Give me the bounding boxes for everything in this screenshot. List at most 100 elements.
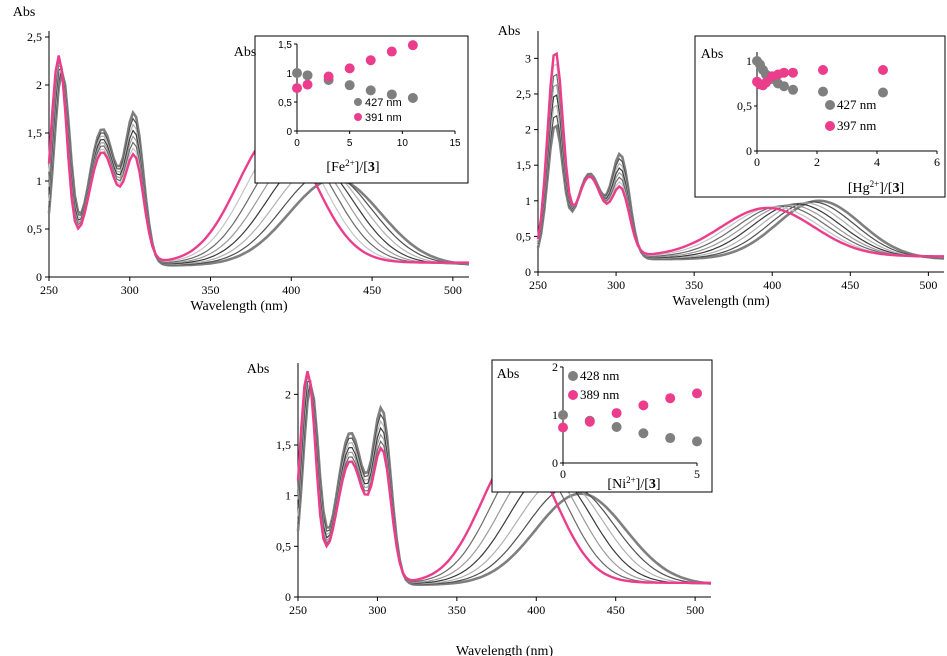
y-tick-label: 1 [285, 489, 291, 503]
legend-label: 427 nm [837, 97, 876, 112]
y-tick-label: 1,5 [27, 126, 42, 140]
inset-x-tick-label: 5 [694, 467, 700, 481]
y-tick-label: 0,5 [516, 229, 531, 243]
inset-point [788, 84, 798, 95]
inset-point [584, 416, 595, 427]
inset-point [779, 67, 789, 78]
inset-y-tick-label: 1 [552, 408, 558, 422]
legend-marker [354, 98, 362, 106]
inset-x-tick-label: 5 [347, 138, 353, 149]
x-tick-label: 400 [527, 603, 545, 617]
inset-x-axis-label: [Ni2+]/[3] [607, 475, 660, 492]
legend-marker [568, 390, 578, 400]
inset-point [638, 400, 649, 411]
x-tick-label: 300 [121, 283, 139, 297]
spectrum-line [536, 124, 945, 261]
y-tick-label: 1 [525, 194, 531, 208]
inset-point [292, 83, 302, 94]
inset-x-axis-label: [Hg2+]/[3] [848, 179, 904, 196]
x-tick-label: 350 [685, 278, 703, 292]
spectrum-line [537, 94, 945, 259]
inset-y-tick-label: 0 [552, 456, 558, 470]
inset-x-label-part: ] [375, 160, 380, 175]
inset-x-label-part: 2+ [870, 179, 880, 189]
inset-x-tick-label: 10 [397, 138, 409, 149]
y-tick-label: 2 [36, 78, 42, 92]
spectrum-line [537, 83, 944, 258]
inset-point [302, 70, 313, 81]
spectrum-line [48, 69, 470, 266]
inset-y-axis-label: Abs [234, 45, 257, 60]
x-tick-label: 350 [448, 603, 466, 617]
inset-x-tick-label: 15 [449, 138, 461, 149]
legend-label: 397 nm [837, 118, 876, 133]
y-axis-label: Abs [13, 5, 36, 20]
x-tick-label: 400 [282, 283, 300, 297]
y-tick-label: 2,5 [516, 87, 531, 101]
inset-point [665, 393, 676, 404]
y-tick-label: 2,5 [27, 30, 42, 44]
inset-x-label-part: ]/[ [355, 160, 369, 175]
inset-x-tick-label: 6 [934, 155, 940, 169]
y-axis-label: Abs [247, 362, 270, 377]
inset-point [611, 408, 622, 419]
inset-x-label-part: [Fe [326, 160, 345, 175]
y-tick-label: 0 [285, 590, 291, 604]
inset-point [611, 422, 622, 432]
spectrum-line [48, 66, 470, 265]
inset-x-label-part: 3 [892, 181, 899, 196]
y-tick-label: 0,5 [276, 539, 291, 553]
inset-point [558, 410, 568, 420]
y-tick-label: 1,5 [516, 158, 531, 172]
inset-x-tick-label: 0 [294, 138, 300, 149]
inset-frame [694, 35, 946, 198]
inset-point [292, 68, 302, 78]
x-tick-label: 500 [919, 278, 937, 292]
inset-point [692, 388, 702, 399]
inset-x-label-part: ]/[ [636, 477, 650, 492]
inset-x-label-part: ]/[ [879, 181, 893, 196]
inset-point [665, 433, 676, 444]
spectrum-line [48, 66, 469, 265]
inset-y-axis-label: Abs [701, 47, 724, 62]
inset-point [344, 63, 355, 74]
spectrum-line [47, 71, 470, 267]
inset-point [788, 67, 798, 78]
inset-point [761, 77, 771, 88]
inset-point [407, 40, 418, 51]
inset-x-label-part: ] [656, 477, 661, 492]
spectrum-line [48, 64, 469, 265]
spectrum-line [536, 51, 944, 258]
inset-point [323, 71, 334, 82]
inset-x-label-part: 3 [649, 477, 656, 492]
spectrum-line [537, 73, 945, 258]
inset-x-axis-label: [Fe2+]/[3] [326, 158, 379, 175]
inset-x-label-part: ] [899, 181, 904, 196]
inset-x-label-part: [Ni [607, 477, 626, 492]
x-tick-label: 500 [686, 603, 704, 617]
legend-label: 427 nm [365, 97, 402, 109]
y-tick-label: 1,5 [276, 438, 291, 452]
spectrum-line [537, 104, 945, 259]
inset-point [878, 87, 888, 98]
legend-marker [354, 113, 362, 121]
inset-x-tick-label: 4 [874, 155, 880, 169]
inset-point [407, 92, 418, 103]
x-tick-label: 500 [444, 283, 462, 297]
inset-x-label-part: [Hg [848, 181, 870, 196]
y-tick-label: 0,5 [27, 222, 42, 236]
x-axis-label: Wavelength (nm) [672, 294, 770, 309]
inset-point [302, 79, 313, 90]
inset-x-tick-label: 2 [814, 155, 820, 169]
y-tick-label: 2 [525, 123, 531, 137]
y-tick-label: 0 [36, 270, 42, 284]
inset-point [638, 428, 649, 439]
x-axis-label: Wavelength (nm) [456, 644, 554, 656]
inset-x-tick-label: 0 [754, 155, 760, 169]
spectrum-line [297, 375, 711, 585]
y-tick-label: 2 [285, 387, 291, 401]
inset-y-axis-label: Abs [497, 367, 520, 382]
